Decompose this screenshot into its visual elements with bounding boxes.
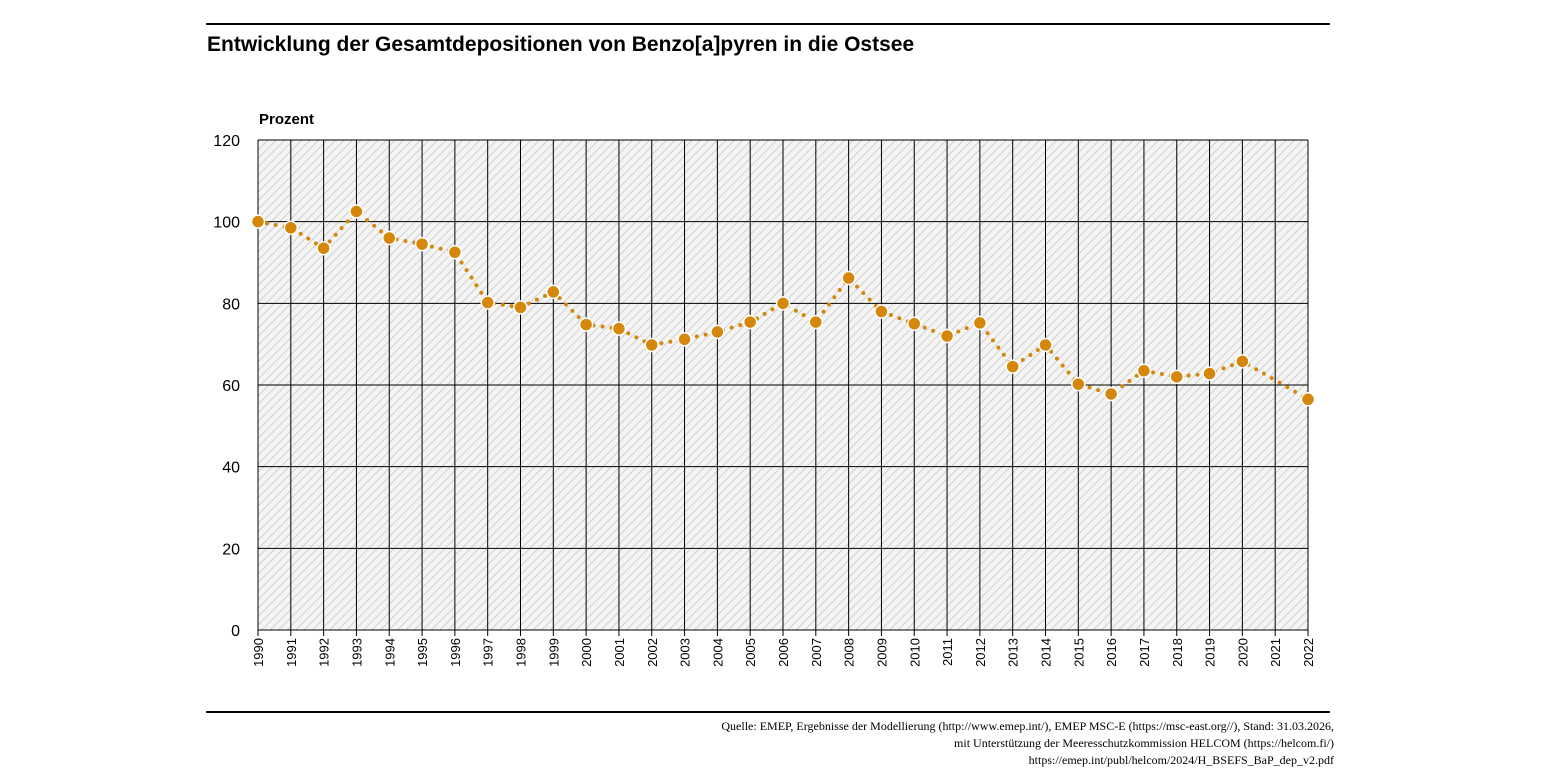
data-point-2015 [1071, 376, 1086, 392]
x-tick-label-1995: 1995 [415, 638, 430, 667]
y-tick-label-0: 0 [231, 623, 240, 640]
y-axis-ticks: 0 20 40 60 80 100 120 [213, 133, 240, 640]
y-axis-label: Prozent [259, 111, 314, 128]
source-line-1: Quelle: EMEP, Ergebnisse der Modellierun… [721, 719, 1334, 733]
x-tick-label-2018: 2018 [1170, 638, 1185, 667]
data-point-2000 [578, 317, 594, 332]
x-tick-label-2008: 2008 [842, 638, 857, 667]
data-point-1998 [513, 300, 528, 315]
data-point-2022 [1300, 392, 1316, 407]
data-point-2012 [972, 315, 988, 331]
y-tick-label-20: 20 [222, 541, 240, 558]
y-tick-label-100: 100 [213, 215, 240, 232]
x-tick-label-2015: 2015 [1071, 638, 1086, 667]
x-tick-label-1993: 1993 [349, 638, 364, 667]
x-tick-label-2005: 2005 [743, 638, 758, 667]
data-point-1997 [480, 295, 495, 310]
x-tick-label-2000: 2000 [579, 638, 594, 667]
x-tick-label-2022: 2022 [1301, 638, 1316, 667]
x-tick-label-1992: 1992 [317, 638, 332, 667]
data-point-1991 [283, 220, 299, 236]
data-point-2018 [1169, 369, 1184, 385]
y-tick-label-80: 80 [222, 296, 240, 313]
data-point-2005 [742, 314, 758, 330]
x-tick-label-1994: 1994 [382, 638, 397, 667]
series-dotted-line [256, 208, 1310, 402]
series-line [256, 208, 1310, 402]
source-note: Quelle: EMEP, Ergebnisse der Modellierun… [434, 718, 1334, 769]
series-points [250, 204, 1316, 407]
data-point-2016 [1103, 386, 1119, 402]
data-point-2013 [1005, 359, 1020, 374]
data-point-2001 [611, 321, 627, 336]
source-line-2: mit Unterstützung der Meeresschutzkommis… [954, 736, 1334, 750]
x-axis-ticks: 1990 1991 1992 1993 1994 1995 1996 1997 1998 1999… [251, 638, 1316, 667]
data-point-1996 [447, 245, 463, 260]
x-tick-label-2019: 2019 [1203, 638, 1218, 667]
top-rule [206, 23, 1330, 25]
x-tick-label-2012: 2012 [973, 638, 988, 667]
x-tick-label-2007: 2007 [809, 638, 824, 667]
x-tick-label-2010: 2010 [907, 638, 922, 667]
data-point-2020 [1235, 354, 1250, 369]
data-point-2003 [677, 332, 692, 347]
y-tick-label-40: 40 [222, 460, 240, 477]
data-point-2019 [1202, 366, 1217, 381]
x-tick-label-2016: 2016 [1104, 638, 1119, 667]
x-tick-label-2020: 2020 [1235, 638, 1250, 667]
data-point-1993 [349, 204, 364, 219]
data-point-1990 [250, 214, 266, 229]
x-tick-label-2002: 2002 [645, 638, 660, 667]
y-tick-label-60: 60 [222, 378, 240, 395]
x-tick-label-1998: 1998 [514, 638, 529, 667]
bottom-rule [206, 711, 1330, 713]
data-point-2014 [1038, 337, 1053, 353]
y-tick-label-120: 120 [213, 133, 240, 150]
data-point-2011 [939, 328, 955, 344]
x-tick-label-2009: 2009 [874, 638, 889, 667]
data-point-2009 [874, 304, 889, 319]
source-line-3: https://emep.int/publ/helcom/2024/H_BSEF… [1028, 753, 1334, 767]
x-tick-label-2021: 2021 [1268, 638, 1283, 667]
x-tick-label-2013: 2013 [1006, 638, 1021, 667]
x-tick-label-1996: 1996 [448, 638, 463, 667]
data-point-2006 [775, 296, 791, 311]
data-point-1995 [414, 236, 430, 252]
data-point-1999 [546, 284, 561, 300]
x-tick-label-2006: 2006 [776, 638, 791, 667]
data-point-2017 [1136, 363, 1152, 378]
x-tick-label-1990: 1990 [251, 638, 266, 667]
x-tick-label-2017: 2017 [1137, 638, 1152, 667]
data-point-2010 [907, 316, 922, 331]
data-point-2004 [710, 324, 725, 340]
data-point-1994 [382, 230, 397, 246]
chart-title: Entwicklung der Gesamtdepositionen von B… [207, 33, 915, 56]
x-tick-label-1991: 1991 [284, 638, 299, 667]
x-tick-label-1999: 1999 [546, 638, 561, 667]
x-tick-label-2004: 2004 [710, 638, 725, 667]
x-tick-label-1997: 1997 [481, 638, 496, 667]
x-tick-label-2011: 2011 [940, 638, 955, 666]
x-tick-label-2001: 2001 [612, 638, 627, 667]
x-tick-label-2003: 2003 [678, 638, 693, 667]
data-point-2002 [644, 337, 659, 353]
x-tick-label-2014: 2014 [1039, 638, 1054, 667]
data-point-2008 [841, 270, 856, 286]
data-point-1992 [316, 240, 331, 256]
data-point-2007 [808, 314, 824, 330]
